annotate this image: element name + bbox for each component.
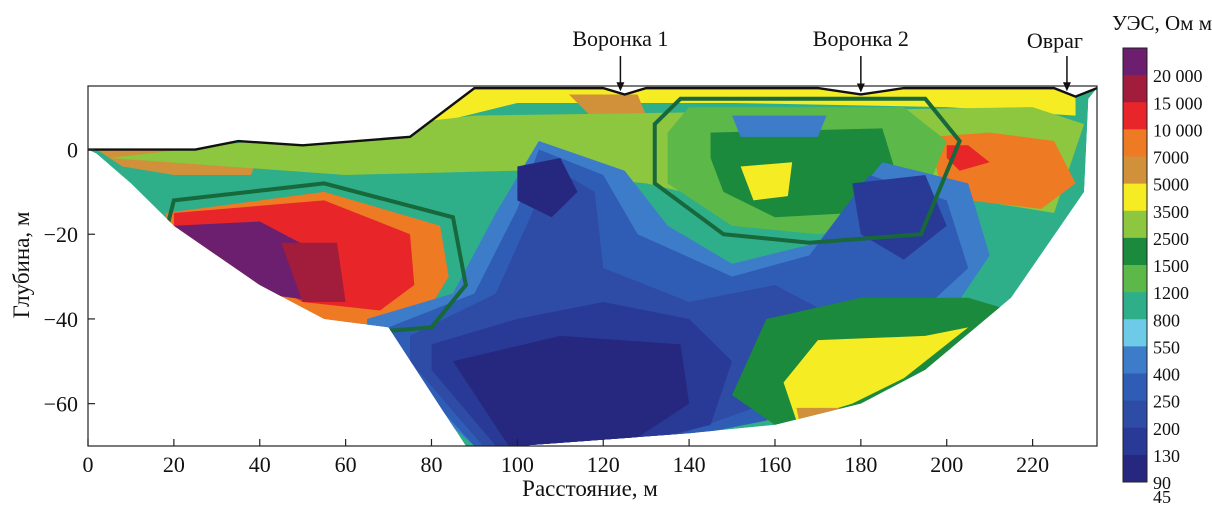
colorbar-swatch (1123, 454, 1147, 483)
colorbar-swatch (1123, 102, 1147, 130)
colorbar-tick-label: 20 000 (1153, 66, 1203, 86)
colorbar-swatch (1123, 75, 1147, 103)
annotation-label: Овраг (1027, 28, 1083, 53)
zone-deep-navy (452, 335, 690, 446)
surface-profile-line (88, 86, 1098, 151)
y-axis-label: Глубина, м (9, 211, 34, 318)
zone-left-crimson (281, 242, 346, 302)
x-tick-label: 200 (930, 452, 963, 477)
x-tick-label: 0 (83, 452, 94, 477)
y-tick-label: −40 (44, 307, 78, 332)
colorbar-tick-label: 5000 (1153, 175, 1189, 195)
zone-pocket-left-navy (517, 158, 578, 218)
plot-frame (87, 85, 1098, 447)
colorbar-tick-label: 90 (1153, 473, 1171, 493)
x-tick-label: 120 (587, 452, 620, 477)
y-tick-label: −20 (44, 222, 78, 247)
zone-right-red (946, 145, 990, 171)
plot-area (88, 86, 1098, 446)
colorbar-swatch (1123, 210, 1147, 239)
x-axis-label: Расстояние, м (522, 476, 658, 501)
x-tick-label: 180 (844, 452, 877, 477)
colorbar-tick-label: 200 (1153, 419, 1180, 439)
x-tick-label: 220 (1016, 452, 1049, 477)
colorbar-swatch (1123, 48, 1147, 76)
colorbar-frame (1122, 47, 1148, 483)
contour-center (652, 96, 962, 245)
x-tick-label: 160 (758, 452, 791, 477)
colorbar-tick-label: 550 (1153, 337, 1180, 357)
annotation-arrowhead (1062, 82, 1071, 92)
colorbar-tick-label: 130 (1153, 446, 1180, 466)
colorbar-swatch (1123, 129, 1147, 157)
colorbar-tick-label: 1200 (1153, 283, 1189, 303)
x-tick-label: 80 (420, 452, 442, 477)
zone-lower-right-yellow (783, 327, 969, 421)
y-tick-label: 0 (67, 138, 78, 163)
colorbar-swatch (1123, 400, 1147, 429)
x-tick-label: 140 (673, 452, 706, 477)
colorbar-tick-label: 15 000 (1153, 93, 1203, 113)
colorbar-tick-label: 250 (1153, 392, 1180, 412)
x-tick-label: 100 (501, 452, 534, 477)
zone-top-cyan (732, 115, 827, 137)
zone-near-surface-yellow (345, 88, 1076, 125)
colorbar-tick-label: 45 (1153, 487, 1171, 505)
colorbar-tick-label: 3500 (1153, 202, 1189, 222)
zone-center-yellow (740, 162, 793, 201)
colorbar-swatch (1123, 265, 1147, 293)
x-tick-label: 40 (249, 452, 271, 477)
y-axis: 0 −20 −40 −60 (44, 138, 95, 417)
colorbar-swatch (1123, 346, 1147, 374)
colorbar-swatch (1123, 319, 1147, 347)
colorbar-tick-label: 2500 (1153, 229, 1189, 249)
colorbar-swatch (1123, 156, 1147, 185)
annotation-label: Воронка 2 (813, 26, 909, 51)
annotations: Воронка 1 Воронка 2 Овраг (572, 26, 1083, 93)
annotation-label: Воронка 1 (572, 26, 668, 51)
colorbar-tick-label: 800 (1153, 310, 1180, 330)
colorbar-tick-label: 1500 (1153, 256, 1189, 276)
y-tick-label: −60 (44, 392, 78, 417)
colorbar-title: УЭС, Ом м (1112, 11, 1212, 35)
zone-left-purple (173, 221, 325, 302)
colorbar-swatch (1123, 292, 1147, 320)
colorbar-swatch (1123, 373, 1147, 402)
colorbar-swatch (1123, 183, 1147, 212)
annotation-arrowhead (856, 83, 865, 93)
colorbar-tick-label: 10 000 (1153, 120, 1203, 140)
x-tick-label: 20 (163, 452, 185, 477)
colorbar-tick-label: 7000 (1153, 148, 1189, 168)
colorbar-legend: УЭС, Ом м 20 000 15 000 10 000 7000 5000 3500… (1112, 11, 1212, 507)
colorbar-tick-label: 400 (1153, 365, 1180, 385)
colorbar-swatch (1123, 427, 1147, 456)
zone-lower-right-orange (796, 407, 840, 430)
x-tick-label: 60 (335, 452, 357, 477)
resistivity-field (88, 88, 1097, 446)
annotation-arrowhead (616, 82, 625, 92)
colorbar-swatch (1123, 237, 1147, 266)
x-axis: 0 20 40 60 80 100 120 140 160 180 200 220 (83, 439, 1049, 477)
